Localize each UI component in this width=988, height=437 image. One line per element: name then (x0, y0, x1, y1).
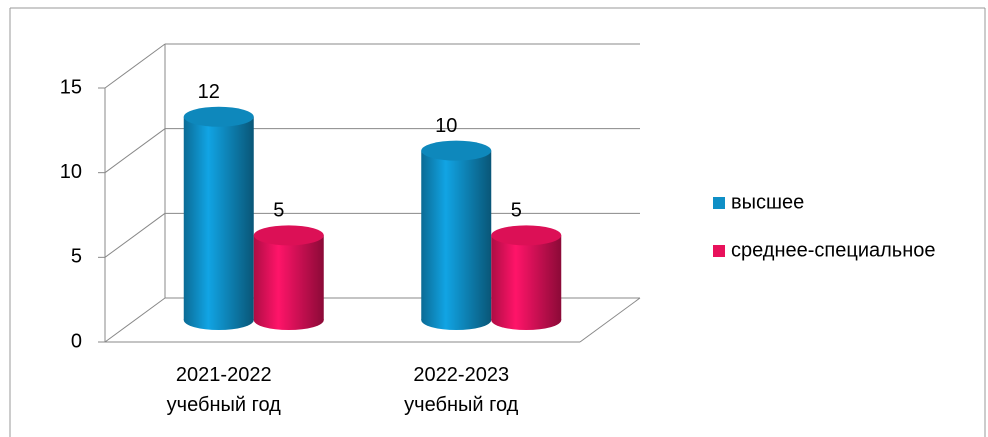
legend-label: среднее-специальное (731, 239, 936, 261)
x-tick-label: 2021-2022 учебный год (166, 364, 281, 416)
bar (491, 235, 562, 320)
data-label: 5 (511, 200, 522, 222)
bar-top (183, 106, 254, 127)
grid-line (104, 128, 166, 174)
bar-top (253, 225, 324, 246)
bar-top (421, 140, 492, 161)
data-label: 10 (435, 115, 457, 137)
bar-top (491, 225, 562, 246)
x-tick-label: 2022-2023 учебный год (404, 364, 519, 416)
legend-swatch (713, 197, 725, 209)
y-tick-label: 15 (60, 76, 82, 98)
y-tick-label: 5 (71, 246, 82, 268)
y-tick-label: 10 (60, 161, 82, 183)
bar (253, 235, 324, 320)
grid-line (104, 212, 166, 258)
grid-line (104, 297, 166, 343)
bar (183, 116, 254, 320)
legend-label: высшее (731, 191, 804, 213)
floor-edge (579, 297, 641, 343)
grid-line (104, 43, 166, 89)
data-label: 12 (198, 81, 220, 103)
y-tick-label: 0 (71, 330, 82, 352)
bar (421, 150, 492, 320)
data-label: 5 (273, 200, 284, 222)
legend-swatch (713, 245, 725, 257)
